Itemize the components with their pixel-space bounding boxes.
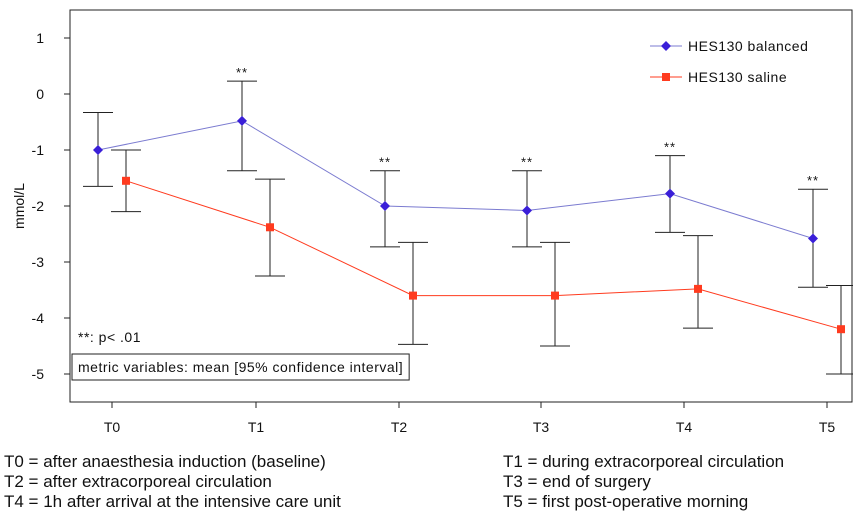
y-tick-label: -4 — [32, 310, 45, 326]
significance-mark: ** — [236, 65, 248, 80]
y-tick-label: -5 — [32, 366, 45, 382]
annotation-metric: metric variables: mean [95% confidence i… — [78, 359, 403, 375]
data-point-saline — [694, 284, 702, 293]
footnote-t4: T4 = 1h after arrival at the intensive c… — [4, 492, 341, 511]
data-point-balanced — [93, 145, 103, 155]
data-point-balanced — [808, 233, 818, 244]
series-line — [97, 120, 814, 239]
footnote-t1: T1 = during extracorporeal circulation — [503, 452, 785, 471]
legend-marker-saline — [662, 73, 670, 81]
data-point-balanced — [380, 201, 390, 211]
data-point-balanced — [522, 205, 532, 216]
data-point-saline — [551, 291, 559, 300]
y-tick-label: -3 — [32, 254, 45, 270]
x-tick-label: T4 — [676, 419, 693, 435]
series-line — [125, 180, 842, 330]
data-point-balanced — [665, 188, 675, 199]
data-point-balanced — [237, 115, 247, 126]
x-tick-label: T0 — [104, 419, 121, 435]
y-axis-label: mmol/L — [11, 183, 27, 229]
legend-label: HES130 balanced — [688, 38, 808, 54]
data-point-saline — [837, 325, 845, 334]
legend-label: HES130 saline — [688, 69, 787, 85]
data-point-saline — [266, 223, 274, 232]
annotation-box — [71, 353, 410, 381]
significance-mark: ** — [521, 155, 533, 170]
y-tick-label: -1 — [32, 142, 45, 158]
footnote-t5: T5 = first post-operative morning — [503, 492, 749, 511]
significance-mark: ** — [379, 155, 391, 170]
x-tick-label: T2 — [391, 419, 408, 435]
y-tick-label: 0 — [36, 86, 44, 102]
y-tick-label: 1 — [36, 30, 44, 46]
data-point-saline — [122, 176, 130, 185]
x-tick-label: T1 — [248, 419, 265, 435]
legend-marker-balanced — [661, 41, 671, 51]
footnote-t2: T2 = after extracorporeal circulation — [4, 472, 272, 491]
x-tick-label: T5 — [819, 419, 836, 435]
annotation-significance: **: p< .01 — [78, 329, 141, 345]
data-point-saline — [409, 291, 417, 300]
footnote-t0: T0 = after anaesthesia induction (baseli… — [4, 452, 326, 471]
x-tick-label: T3 — [533, 419, 550, 435]
significance-mark: ** — [664, 140, 676, 155]
y-tick-label: -2 — [32, 198, 45, 214]
chart: 1 0 -1 -2 -3 -4 -5 T0 T1 T2 T3 T4 T5 mmol/L ** ** ** ** **… — [11, 9, 853, 435]
significance-mark: ** — [807, 173, 819, 188]
footnote-t3: T3 = end of surgery — [503, 472, 651, 491]
